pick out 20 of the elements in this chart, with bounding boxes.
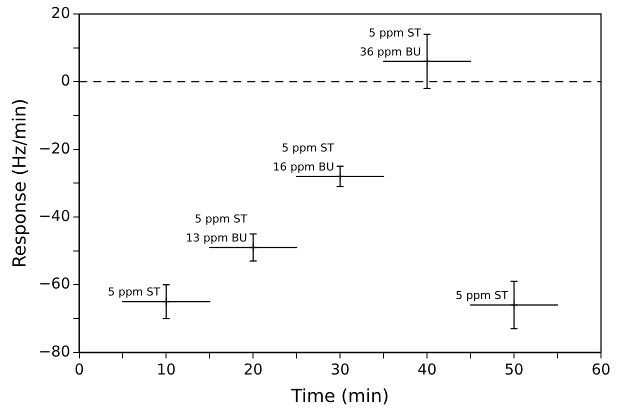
annotation: 5 ppm ST 13 ppm BU bbox=[186, 212, 248, 244]
y-tick-label: 0 bbox=[60, 72, 70, 90]
y-axis-title: Response (Hz/min) bbox=[9, 98, 30, 268]
y-tick-label: −40 bbox=[38, 206, 70, 225]
x-axis-title: Time (min) bbox=[290, 386, 390, 407]
y-tick-label: 20 bbox=[51, 4, 70, 22]
annotation: 5 ppm ST 16 ppm BU bbox=[272, 141, 334, 174]
x-tick-label: 50 bbox=[504, 360, 524, 378]
x-tick-label: 60 bbox=[591, 360, 611, 378]
x-tick-label: 40 bbox=[418, 360, 437, 378]
x-tick-label: 10 bbox=[156, 360, 176, 378]
x-tick-label: 30 bbox=[330, 360, 350, 378]
x-tick-label: 0 bbox=[74, 360, 84, 378]
y-tick-label: −60 bbox=[38, 274, 70, 293]
annotation: 5 ppm ST bbox=[108, 286, 160, 299]
y-tick-label: −80 bbox=[38, 342, 70, 360]
x-tick-label: 20 bbox=[244, 360, 263, 378]
y-tick-label: −20 bbox=[38, 139, 70, 158]
annotation: 5 ppm ST bbox=[456, 289, 508, 302]
annotation: 5 ppm ST 36 ppm BU bbox=[360, 26, 422, 58]
